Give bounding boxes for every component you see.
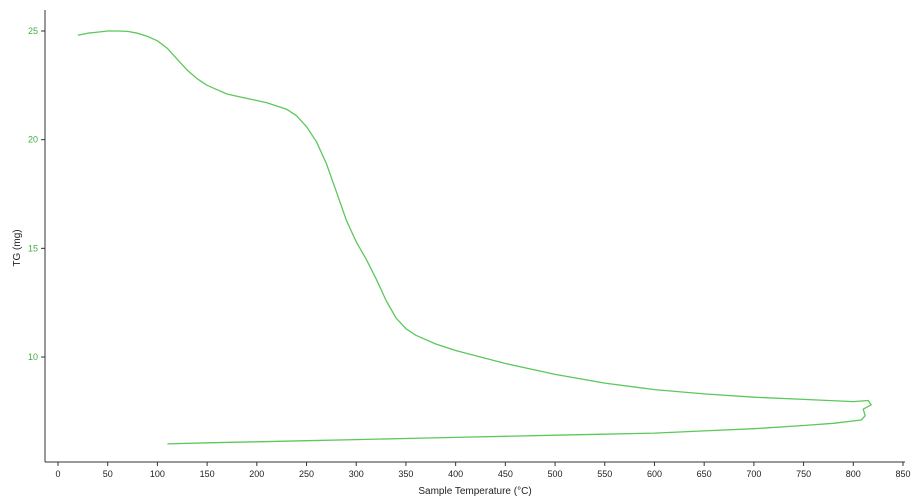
- x-ticks: 0 50 100 150 200 250 300 350 400 450 500 550 600 650 7…: [55, 462, 911, 479]
- y-axis-title: TG (mg): [12, 229, 23, 266]
- y-tick-label: 20: [28, 135, 38, 145]
- x-tick-label: 0: [55, 469, 60, 479]
- y-tick-label: 10: [28, 352, 38, 362]
- x-tick-label: 600: [647, 469, 662, 479]
- axes: [44, 10, 905, 463]
- x-tick-label: 50: [103, 469, 113, 479]
- x-tick-label: 550: [597, 469, 612, 479]
- series: [77, 30, 872, 445]
- x-tick-label: 750: [796, 469, 811, 479]
- tg-series-line: [77, 30, 872, 445]
- y-ticks: 10 15 20 25: [28, 26, 45, 362]
- x-tick-label: 150: [200, 469, 215, 479]
- x-tick-label: 500: [548, 469, 563, 479]
- x-tick-label: 800: [846, 469, 861, 479]
- x-tick-label: 700: [746, 469, 761, 479]
- x-tick-label: 100: [150, 469, 165, 479]
- y-tick-label: 15: [28, 243, 38, 253]
- x-tick-label: 400: [448, 469, 463, 479]
- x-tick-label: 850: [895, 469, 910, 479]
- x-axis-title: Sample Temperature (°C): [418, 486, 531, 497]
- x-tick-label: 350: [398, 469, 413, 479]
- x-tick-label: 300: [349, 469, 364, 479]
- y-tick-label: 25: [28, 26, 38, 36]
- x-tick-label: 450: [498, 469, 513, 479]
- x-tick-label: 250: [299, 469, 314, 479]
- x-tick-label: 650: [697, 469, 712, 479]
- x-tick-label: 200: [249, 469, 264, 479]
